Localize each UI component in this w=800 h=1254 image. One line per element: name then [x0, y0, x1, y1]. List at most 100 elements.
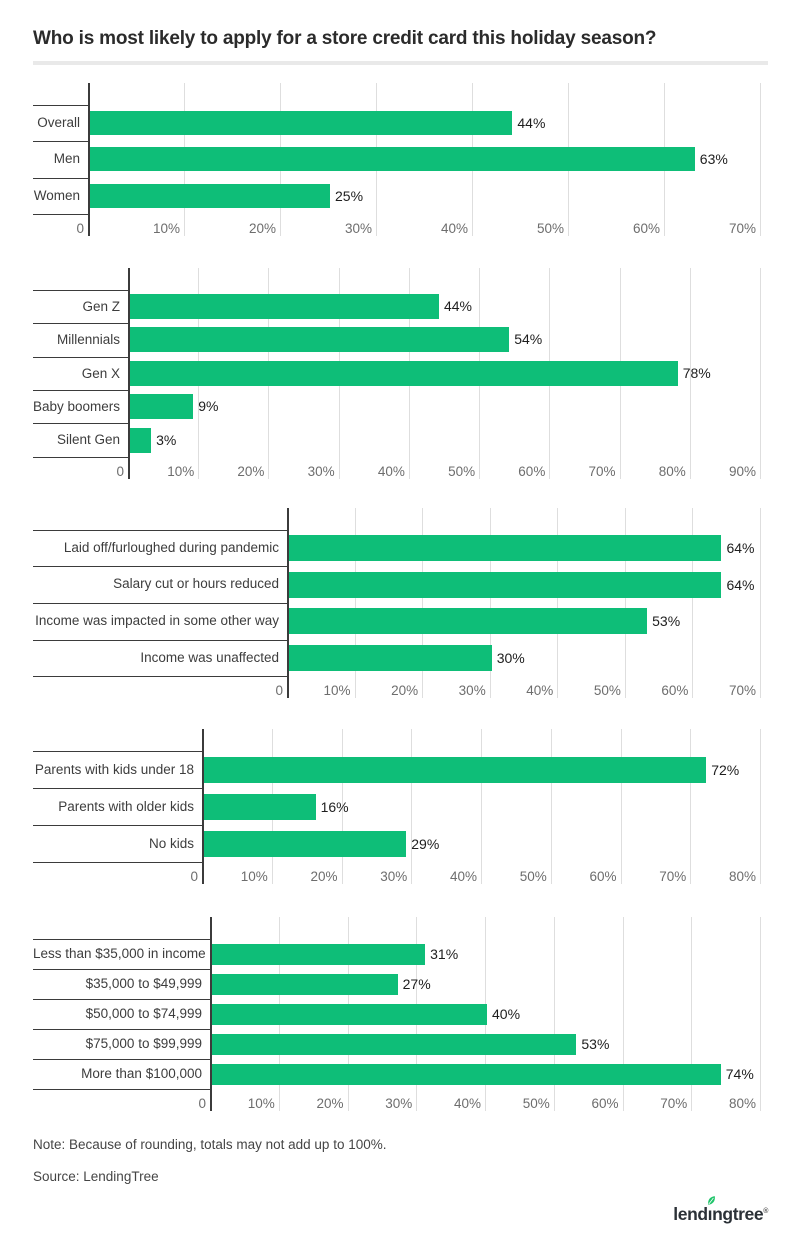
gridline — [760, 507, 761, 699]
bar-value-label: 29% — [411, 835, 440, 852]
x-tick-label: 50% — [536, 220, 564, 236]
category-separator-line — [33, 323, 128, 325]
x-tick-label: 50% — [519, 869, 547, 885]
category-separator-line — [33, 177, 88, 179]
plot-area: 64% 64% 53% 30% 0 10% 20% 30% 40% 50% 60% 70% — [275, 507, 768, 699]
bar — [212, 1003, 487, 1025]
source-credit: Source: LendingTree — [33, 1169, 159, 1185]
category-label: Gen Z — [82, 298, 120, 314]
x-tick-label: 80% — [728, 869, 756, 885]
x-tick-label: 70% — [659, 869, 687, 885]
bar — [204, 830, 407, 857]
x-tick-label: 0 — [76, 220, 84, 236]
leaf-icon — [707, 1196, 715, 1206]
x-tick-label: 70% — [728, 220, 756, 236]
bar-value-label: 44% — [517, 115, 546, 132]
plot-area: 31% 27% 40% 53% 74% 0 10% 20% 30% 40% 50% 60% 70% 80% — [198, 917, 768, 1112]
category-separator-line — [33, 676, 287, 678]
category-separator-line — [33, 213, 88, 215]
bar-value-label: 30% — [496, 649, 525, 666]
x-tick-label: 90% — [728, 463, 756, 479]
category-separator-line — [33, 529, 287, 531]
bar — [130, 427, 152, 453]
bar — [289, 535, 722, 562]
gridline — [691, 917, 693, 1112]
x-tick-label: 30% — [380, 869, 408, 885]
x-tick-label: 0 — [275, 683, 283, 699]
y-axis-line — [210, 917, 212, 1112]
x-tick-label: 10% — [247, 1096, 275, 1112]
bar-value-label: 16% — [320, 798, 349, 815]
x-tick-label: 20% — [237, 463, 265, 479]
x-tick-label: 30% — [344, 220, 372, 236]
gridline — [422, 507, 424, 699]
category-label: $75,000 to $99,999 — [85, 1036, 202, 1052]
gridline — [692, 507, 694, 699]
x-tick-label: 60% — [661, 683, 689, 699]
category-label: Millennials — [56, 332, 120, 348]
bar-value-label: 40% — [492, 1005, 521, 1022]
page-title: Who is most likely to apply for a store … — [33, 28, 657, 49]
bar — [90, 147, 695, 172]
category-separator-line — [33, 105, 88, 106]
x-tick-label: 10% — [323, 683, 351, 699]
gridline — [481, 729, 482, 885]
category-label: Parents with kids under 18 — [34, 762, 194, 778]
charts-container: Overall Men Women 44% 63% 25% 0 10% 20% 30% 40% 50%… — [33, 83, 768, 1112]
bar-value-label: 31% — [430, 945, 459, 962]
bar-value-label: 63% — [699, 151, 728, 168]
plot-area: 44% 63% 25% 0 10% 20% 30% 40% 50% 60% 70% — [76, 83, 768, 236]
y-axis-line — [128, 267, 130, 479]
registered-mark: ® — [763, 1208, 768, 1216]
category-separator-line — [33, 862, 202, 864]
category-label: More than $100,000 — [81, 1066, 202, 1082]
gridline — [690, 729, 692, 885]
bar-chart-gender: Overall Men Women 44% 63% 25% 0 10% 20% 30% 40% 50%… — [33, 83, 768, 236]
x-tick-label: 40% — [377, 463, 405, 479]
bar — [130, 294, 439, 320]
gridline — [620, 729, 622, 885]
x-tick-label: 50% — [522, 1096, 550, 1112]
bar-chart-generation: Gen Z Millennials Gen X Baby boomers Silent … — [33, 267, 768, 479]
bar-value-label: 44% — [443, 298, 472, 315]
title-divider — [33, 61, 768, 65]
bar-value-label: 53% — [581, 1035, 610, 1052]
bar — [212, 1033, 577, 1055]
x-tick-label: 0 — [116, 463, 124, 479]
gridline — [760, 83, 761, 236]
category-label: Silent Gen — [56, 432, 120, 448]
x-tick-label: 40% — [440, 220, 468, 236]
category-label: Parents with older kids — [58, 799, 194, 815]
category-label: $50,000 to $74,999 — [85, 1006, 202, 1022]
x-tick-label: 60% — [632, 220, 660, 236]
logo-text-post: ngtree — [712, 1204, 764, 1225]
gridline — [689, 267, 691, 479]
gridline — [411, 729, 413, 885]
x-tick-label: 80% — [658, 463, 686, 479]
category-label: Gen X — [81, 365, 120, 381]
bar-chart-income-level: Less than $35,000 in income $35,000 to $4… — [33, 917, 768, 1112]
plot-area: 44% 54% 78% 9% 3% 0 10% 20% 30% 40% 50% 60% 70% 80% 90… — [116, 267, 768, 479]
x-tick-label: 10% — [167, 463, 195, 479]
category-label: Men — [53, 151, 80, 167]
category-separator-line — [33, 825, 202, 827]
y-axis-line — [287, 507, 289, 699]
x-tick-label: 0 — [198, 1096, 206, 1112]
gridline — [341, 729, 343, 885]
bar — [204, 756, 707, 783]
footnote: Note: Because of rounding, totals may no… — [33, 1137, 387, 1153]
gridline — [622, 917, 624, 1112]
category-separator-line — [33, 423, 128, 425]
bar-chart-income-impact: Laid off/furloughed during pandemic Salar… — [33, 507, 768, 699]
category-separator-line — [33, 1029, 210, 1031]
category-separator-line — [33, 999, 210, 1001]
x-tick-label: 50% — [593, 683, 621, 699]
x-tick-label: 20% — [391, 683, 419, 699]
category-label: Salary cut or hours reduced — [113, 576, 279, 592]
x-tick-label: 70% — [728, 683, 756, 699]
bar — [212, 973, 398, 995]
category-label: Women — [33, 187, 80, 203]
logo-letter-i-glyph: ı — [707, 1204, 713, 1225]
x-tick-label: 20% — [316, 1096, 344, 1112]
